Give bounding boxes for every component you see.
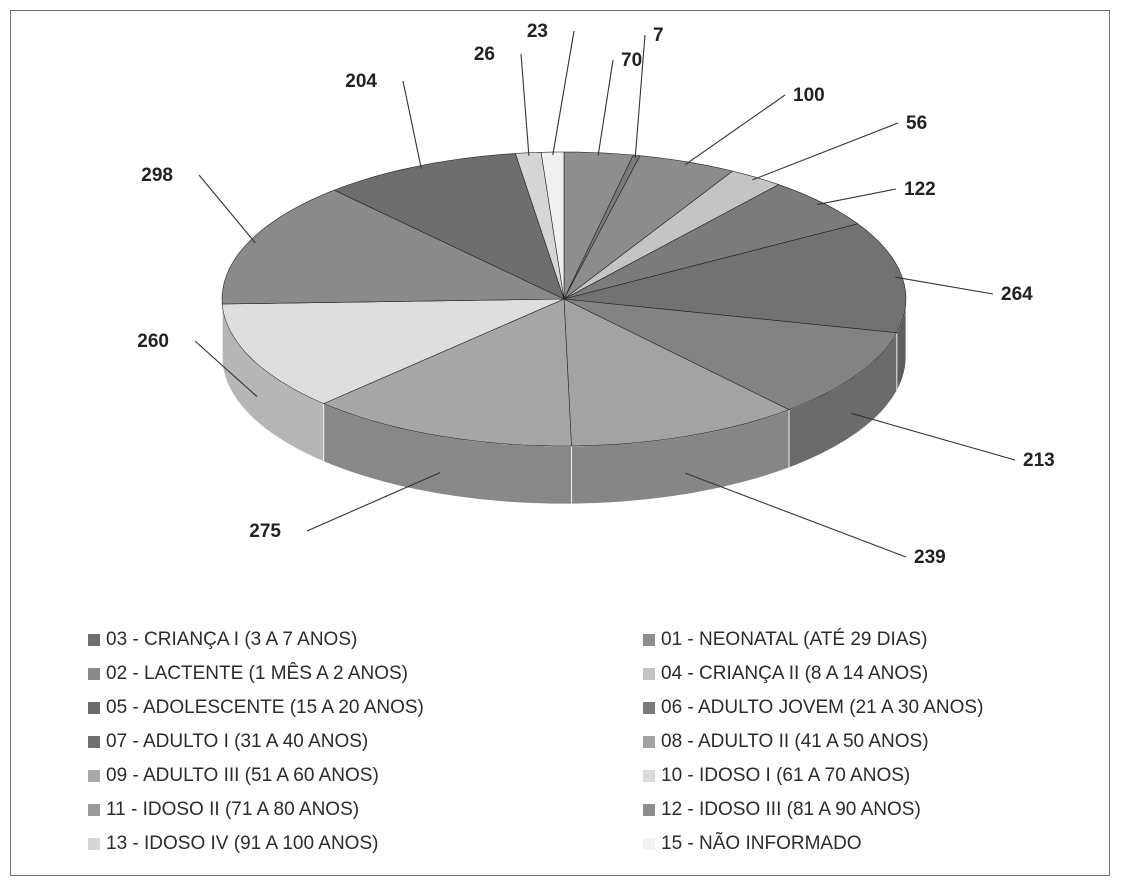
legend-label: 02 - LACTENTE (1 MÊS A 2 ANOS) bbox=[106, 663, 408, 684]
legend-label: 08 - ADULTO II (41 A 50 ANOS) bbox=[661, 731, 929, 752]
legend-item: 11 - IDOSO II (71 A 80 ANOS) bbox=[88, 793, 643, 827]
legend-label: 01 - NEONATAL (ATÉ 29 DIAS) bbox=[661, 629, 928, 650]
legend-item: 13 - IDOSO IV (91 A 100 ANOS) bbox=[88, 827, 643, 861]
pie-slice bbox=[563, 184, 859, 300]
legend-item: 09 - ADULTO III (51 A 60 ANOS) bbox=[88, 759, 643, 793]
pie-slice bbox=[563, 223, 907, 334]
legend-swatch bbox=[88, 838, 100, 850]
legend-item: 12 - IDOSO III (81 A 90 ANOS) bbox=[643, 793, 1088, 827]
leader-line bbox=[194, 340, 258, 398]
legend-swatch bbox=[88, 668, 100, 680]
legend-label: 05 - ADOLESCENTE (15 A 20 ANOS) bbox=[106, 697, 424, 718]
leader-line bbox=[198, 174, 256, 244]
legend-swatch bbox=[88, 804, 100, 816]
legend-label: 10 - IDOSO I (61 A 70 ANOS) bbox=[661, 765, 911, 786]
data-label: 26 bbox=[474, 44, 495, 65]
legend-swatch bbox=[643, 838, 655, 850]
legend-item: 15 - NÃO INFORMADO bbox=[643, 827, 1088, 861]
legend-swatch bbox=[88, 770, 100, 782]
legend-item: 06 - ADULTO JOVEM (21 A 30 ANOS) bbox=[643, 691, 1088, 725]
legend-swatch bbox=[643, 736, 655, 748]
legend-label: 11 - IDOSO II (71 A 80 ANOS) bbox=[106, 799, 360, 820]
data-label: 70 bbox=[621, 50, 642, 71]
leader-line bbox=[597, 59, 614, 156]
legend-item: 10 - IDOSO I (61 A 70 ANOS) bbox=[643, 759, 1088, 793]
legend-item: 03 - CRIANÇA I (3 A 7 ANOS) bbox=[88, 623, 643, 657]
legend-label: 04 - CRIANÇA II (8 A 14 ANOS) bbox=[661, 663, 929, 684]
pie-slice bbox=[563, 298, 790, 447]
data-label: 275 bbox=[249, 521, 281, 542]
data-label: 23 bbox=[527, 21, 548, 42]
legend-swatch bbox=[643, 702, 655, 714]
legend-swatch bbox=[643, 634, 655, 646]
data-label: 264 bbox=[1001, 284, 1033, 305]
legend-item: 08 - ADULTO II (41 A 50 ANOS) bbox=[643, 725, 1088, 759]
data-label: 298 bbox=[141, 165, 173, 186]
legend-item: 01 - NEONATAL (ATÉ 29 DIAS) bbox=[643, 623, 1088, 657]
legend-item: 02 - LACTENTE (1 MÊS A 2 ANOS) bbox=[88, 657, 643, 691]
legend-swatch bbox=[643, 804, 655, 816]
legend-swatch bbox=[88, 702, 100, 714]
leader-line bbox=[552, 30, 575, 156]
data-label: 213 bbox=[1023, 450, 1055, 471]
leader-line bbox=[306, 472, 441, 532]
legend-label: 06 - ADULTO JOVEM (21 A 30 ANOS) bbox=[661, 697, 984, 718]
data-label: 7 bbox=[653, 25, 664, 46]
data-label: 204 bbox=[345, 71, 377, 92]
data-label: 239 bbox=[914, 547, 946, 568]
pie-slice bbox=[322, 298, 572, 447]
legend-swatch bbox=[643, 770, 655, 782]
legend-item: 05 - ADOLESCENTE (15 A 20 ANOS) bbox=[88, 691, 643, 725]
pie-slice bbox=[563, 298, 898, 411]
pie-chart: 70 7 100 56 122 264 213 239 275 260 298 204 26 23 bbox=[137, 21, 1055, 568]
legend-label: 12 - IDOSO III (81 A 90 ANOS) bbox=[661, 799, 921, 820]
leader-line bbox=[895, 276, 994, 295]
pie-slice bbox=[333, 153, 565, 300]
leader-line bbox=[752, 122, 899, 181]
legend-label: 09 - ADULTO III (51 A 60 ANOS) bbox=[106, 765, 379, 786]
leader-line bbox=[685, 472, 907, 558]
legend-swatch bbox=[643, 668, 655, 680]
legend-label: 03 - CRIANÇA I (3 A 7 ANOS) bbox=[106, 629, 358, 650]
pie-slice bbox=[221, 298, 565, 404]
leader-line bbox=[520, 53, 530, 156]
legend-swatch bbox=[88, 736, 100, 748]
data-label: 122 bbox=[904, 179, 936, 200]
chart-frame: 70 7 100 56 122 264 213 239 275 260 298 204 26 23 03 … bbox=[10, 10, 1110, 876]
data-label: 56 bbox=[906, 113, 927, 134]
leader-line bbox=[817, 188, 897, 206]
legend-label: 07 - ADULTO I (31 A 40 ANOS) bbox=[106, 731, 369, 752]
pie-slice bbox=[221, 189, 565, 305]
legend: 03 - CRIANÇA I (3 A 7 ANOS) 01 - NEONATAL… bbox=[88, 623, 1088, 861]
leader-line bbox=[402, 80, 422, 169]
legend-label: 13 - IDOSO IV (91 A 100 ANOS) bbox=[106, 833, 379, 854]
legend-label: 15 - NÃO INFORMADO bbox=[661, 833, 862, 854]
pie-slice bbox=[540, 151, 565, 300]
leader-line bbox=[850, 412, 1016, 461]
data-label: 100 bbox=[793, 85, 825, 106]
pie-slice bbox=[563, 155, 734, 300]
leader-line bbox=[684, 94, 786, 166]
legend-item: 04 - CRIANÇA II (8 A 14 ANOS) bbox=[643, 657, 1088, 691]
legend-swatch bbox=[88, 634, 100, 646]
legend-item: 07 - ADULTO I (31 A 40 ANOS) bbox=[88, 725, 643, 759]
leader-line bbox=[634, 34, 646, 159]
data-label: 260 bbox=[137, 331, 169, 352]
